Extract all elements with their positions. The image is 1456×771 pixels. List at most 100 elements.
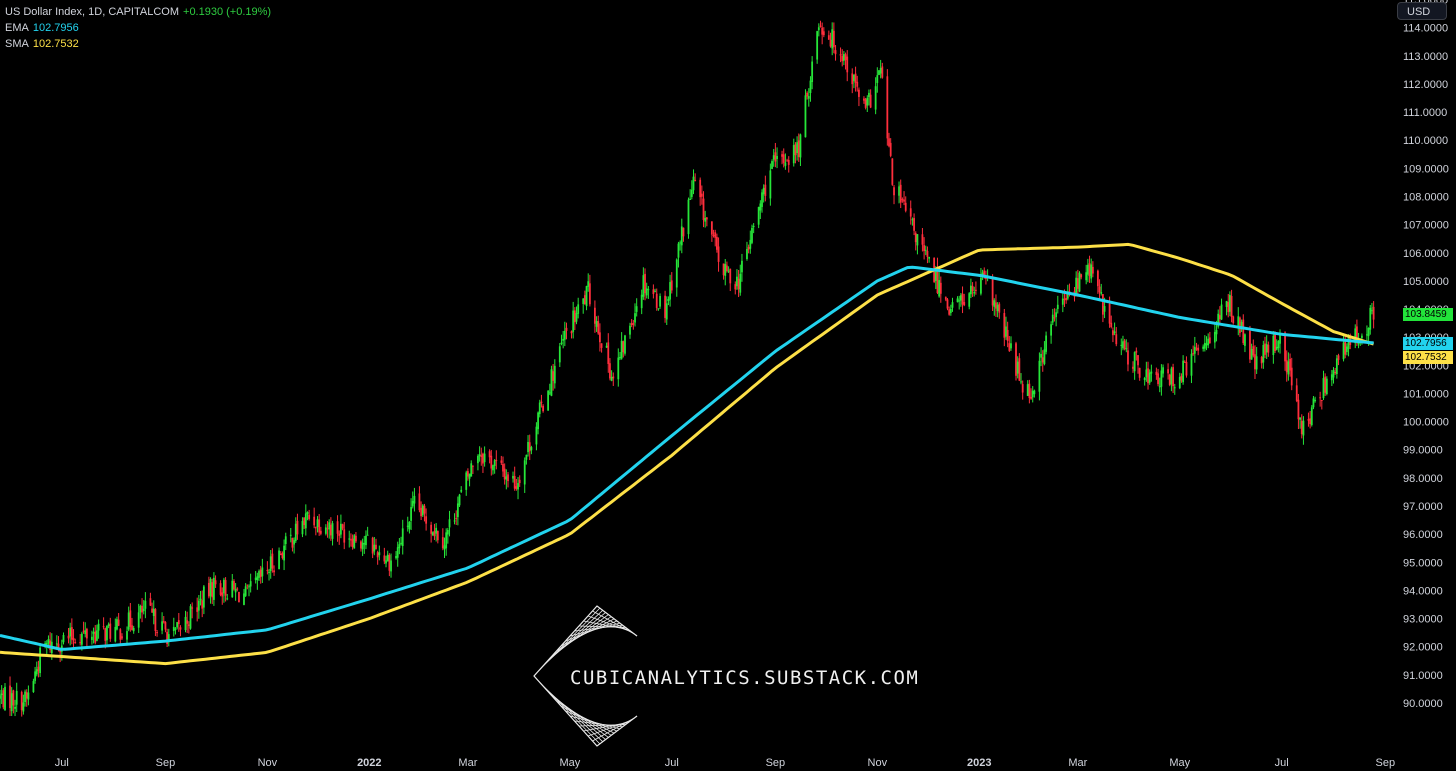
candle: [1003, 308, 1006, 347]
candle: [963, 293, 966, 307]
candle-body: [109, 623, 112, 639]
candle: [1310, 405, 1313, 427]
candle-body: [874, 86, 877, 110]
candle: [1026, 380, 1029, 397]
time-tick-label: Nov: [868, 757, 888, 769]
candle: [657, 308, 660, 311]
candle-body: [1112, 330, 1114, 336]
candle-body: [1158, 386, 1161, 388]
candle: [635, 298, 638, 317]
candle: [839, 47, 842, 63]
candle-body: [1205, 343, 1208, 346]
candle-body: [1030, 396, 1032, 399]
candle-body: [1254, 354, 1256, 370]
candle: [811, 56, 814, 90]
candle-body: [610, 376, 613, 381]
candle-body: [1265, 344, 1268, 353]
candle: [1290, 357, 1293, 391]
candle: [570, 330, 573, 339]
candle: [1162, 364, 1164, 378]
candle-body: [1264, 343, 1266, 355]
candle: [582, 298, 585, 314]
candle-body: [1267, 344, 1270, 353]
candle-body: [958, 300, 961, 302]
time-tick-label: Jul: [665, 757, 679, 769]
candle-body: [365, 535, 367, 546]
candle-body: [1182, 360, 1185, 383]
candle-body: [177, 620, 180, 625]
candle: [308, 509, 311, 521]
logo-stroke: [565, 620, 618, 642]
candle: [787, 156, 790, 173]
candle-body: [1207, 338, 1210, 346]
candle: [176, 621, 179, 630]
candle-body: [1371, 310, 1373, 312]
candle-body: [1319, 397, 1322, 399]
candle-body: [318, 519, 321, 533]
legend-sma-row[interactable]: SMA 102.7532: [5, 36, 271, 52]
candle: [528, 434, 531, 461]
symbol-label[interactable]: US Dollar Index, 1D, CAPITALCOM: [5, 6, 180, 18]
candle: [792, 138, 795, 167]
candle: [278, 547, 280, 570]
candle-body: [1287, 361, 1290, 375]
candle-body: [901, 199, 904, 201]
candle: [37, 660, 40, 678]
price-tick-label: 93.0000: [1403, 614, 1443, 626]
price-tick-label: 108.0000: [1403, 191, 1449, 203]
candle-body: [15, 690, 18, 705]
candle: [1371, 302, 1373, 315]
candle: [868, 89, 870, 106]
candle-body: [687, 199, 690, 235]
candle: [84, 622, 87, 638]
candle: [1325, 376, 1328, 396]
candle: [624, 334, 626, 356]
candle: [22, 694, 25, 715]
candle: [495, 450, 498, 470]
candle: [1138, 367, 1141, 381]
candle: [535, 422, 538, 451]
candle-body: [189, 606, 192, 629]
candle-body: [817, 27, 820, 31]
candle-body: [129, 610, 132, 627]
candle: [665, 296, 668, 325]
candle: [794, 142, 797, 164]
candle-body: [1008, 343, 1011, 351]
candle-body: [314, 527, 317, 529]
candle-body: [1300, 420, 1303, 435]
candle-body: [525, 454, 528, 460]
candle: [776, 147, 778, 169]
price-axis: 90.0000 91.0000 92.0000 93.0000 94.0000 95.00…: [1403, 0, 1449, 710]
candle-body: [24, 691, 26, 703]
candle: [1033, 389, 1036, 398]
candle-body: [1080, 274, 1083, 278]
candle-body: [57, 643, 60, 648]
candle-body: [517, 483, 519, 490]
candle: [1127, 342, 1129, 372]
legend-ema-row[interactable]: EMA 102.7956: [5, 20, 271, 36]
candle-body: [1262, 345, 1265, 363]
candle: [784, 153, 787, 170]
currency-button[interactable]: USD: [1397, 2, 1447, 20]
candle-body: [32, 681, 35, 693]
time-tick-label: Sep: [1376, 757, 1396, 769]
candle: [853, 74, 855, 89]
candle: [736, 269, 738, 290]
candle-body: [866, 97, 869, 106]
candle: [1150, 364, 1153, 382]
candle-body: [1173, 387, 1176, 389]
candle-body: [343, 529, 346, 543]
candle-body: [96, 630, 98, 641]
candle: [844, 52, 847, 70]
candle: [353, 534, 356, 549]
candle-body: [1309, 418, 1312, 425]
candle-body: [234, 588, 237, 593]
candle-body: [949, 308, 952, 314]
candle-body: [383, 555, 386, 562]
candle: [995, 294, 997, 317]
candle: [329, 517, 332, 541]
candle-body: [722, 263, 725, 276]
candle-body: [909, 208, 912, 217]
candle: [807, 88, 810, 107]
